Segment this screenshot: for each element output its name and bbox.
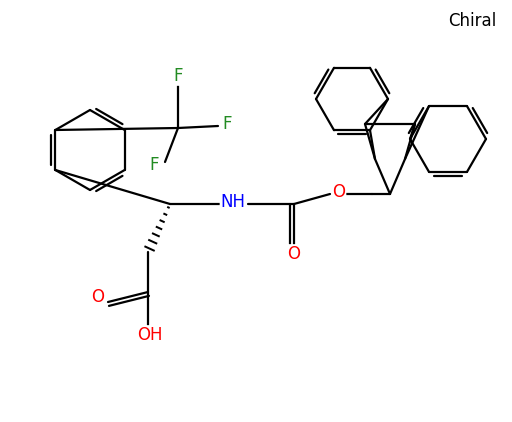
Text: O: O — [332, 183, 346, 201]
Text: NH: NH — [221, 193, 245, 211]
Text: F: F — [173, 67, 183, 85]
Text: O: O — [92, 288, 104, 306]
Text: Chiral: Chiral — [448, 12, 496, 30]
Text: F: F — [222, 115, 232, 133]
Text: O: O — [288, 245, 301, 263]
Text: OH: OH — [137, 326, 163, 344]
Text: F: F — [150, 156, 159, 174]
